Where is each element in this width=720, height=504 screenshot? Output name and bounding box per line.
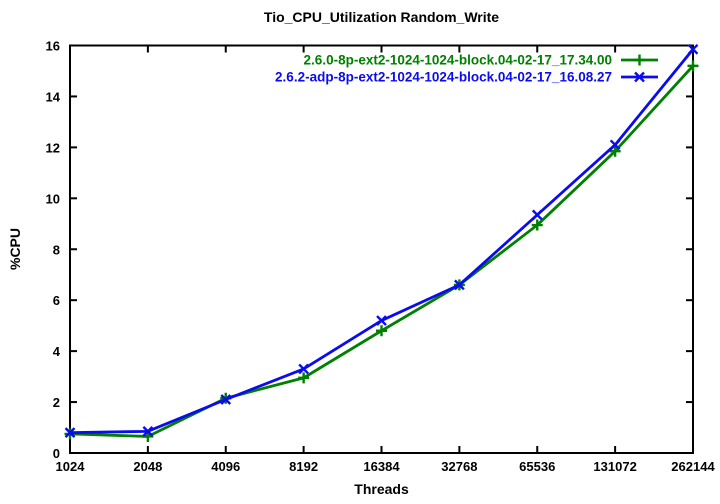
y-tick-label: 10 bbox=[46, 191, 60, 206]
chart-title: Tio_CPU_Utilization Random_Write bbox=[263, 9, 500, 25]
series-marker-cross bbox=[454, 279, 465, 291]
y-tick-label: 4 bbox=[53, 344, 61, 359]
series-marker-plus bbox=[376, 325, 387, 337]
y-tick-label: 8 bbox=[53, 242, 60, 257]
series-marker-plus bbox=[687, 60, 699, 72]
legend-marker-cross bbox=[634, 71, 645, 83]
x-tick-label: 32768 bbox=[441, 459, 477, 474]
legend-label: 2.6.0-8p-ext2-1024-1024-block.04-02-17_1… bbox=[304, 53, 612, 68]
series-marker-cross bbox=[220, 394, 232, 405]
x-tick-label: 131072 bbox=[593, 459, 636, 474]
series-marker-plus bbox=[298, 372, 310, 384]
series-marker-cross bbox=[142, 426, 154, 437]
series-marker-plus bbox=[609, 145, 621, 157]
x-tick-label: 262144 bbox=[671, 459, 715, 474]
y-tick-label: 6 bbox=[53, 293, 60, 308]
series-marker-plus bbox=[531, 219, 543, 231]
x-tick-label: 4096 bbox=[211, 459, 240, 474]
series-line bbox=[69, 64, 695, 438]
x-tick-label: 8192 bbox=[289, 459, 318, 474]
series-marker-cross bbox=[687, 43, 699, 55]
y-tick-label: 0 bbox=[53, 446, 60, 461]
x-tick-label: 16384 bbox=[363, 459, 400, 474]
series-marker-cross bbox=[376, 315, 387, 326]
series-marker-cross bbox=[298, 363, 309, 375]
series-marker-cross bbox=[64, 427, 76, 438]
x-tick-label: 65536 bbox=[519, 459, 555, 474]
legend-label: 2.6.2-adp-8p-ext2-1024-1024-block.04-02-… bbox=[275, 70, 612, 85]
x-tick-label: 1024 bbox=[56, 459, 86, 474]
y-tick-label: 2 bbox=[53, 395, 60, 410]
legend-marker-plus bbox=[634, 54, 645, 66]
y-tick-label: 14 bbox=[46, 89, 61, 104]
x-tick-label: 2048 bbox=[133, 459, 162, 474]
y-tick-label: 16 bbox=[46, 39, 60, 54]
x-axis-label: Threads bbox=[354, 481, 409, 497]
series-marker-cross bbox=[609, 139, 621, 151]
series-line bbox=[69, 48, 695, 435]
series-marker-cross bbox=[531, 209, 543, 221]
y-tick-label: 12 bbox=[46, 140, 60, 155]
plot-border bbox=[69, 44, 694, 454]
